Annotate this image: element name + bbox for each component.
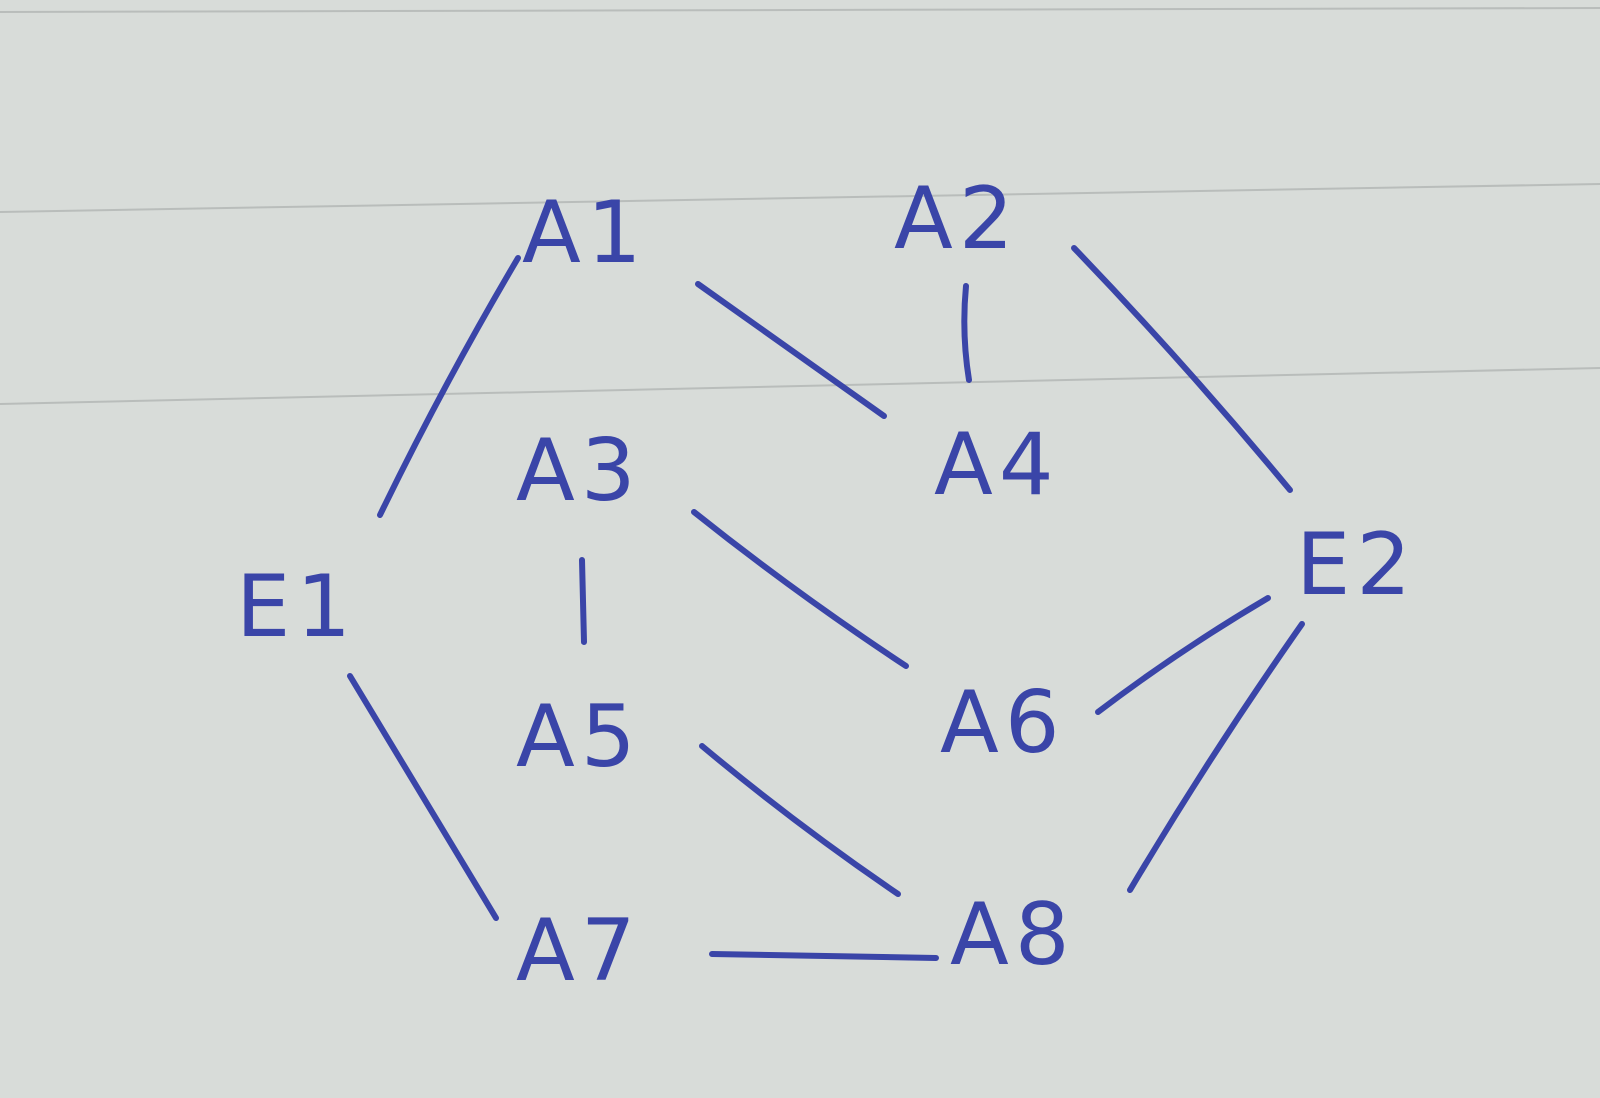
node-a8: A8 [950, 885, 1076, 985]
edge-a2-e2 [1071, 245, 1293, 493]
edge-a3-a5 [579, 557, 587, 645]
paper-rule-line [0, 183, 1600, 213]
node-a6: A6 [940, 673, 1066, 773]
edge-layer [347, 245, 1305, 961]
paper-rule-line [0, 7, 1600, 13]
edge-a1-a4 [695, 281, 887, 419]
node-a4: A4 [934, 415, 1060, 515]
edge-e1-a1 [377, 255, 521, 518]
node-e2: E2 [1296, 515, 1417, 615]
node-layer: A1 A2 A3 A4 E1 E2 A5 A6 A7 A8 [236, 169, 1417, 1001]
node-a3: A3 [516, 421, 642, 521]
node-a1: A1 [522, 183, 648, 283]
edge-e1-a7 [347, 673, 499, 921]
edge-a2-a4 [961, 283, 972, 383]
node-a2: A2 [894, 169, 1020, 269]
paper-rule-line [0, 367, 1600, 405]
node-e1: E1 [236, 557, 357, 657]
edge-a7-a8 [709, 951, 939, 961]
edge-e2-a6 [1095, 595, 1271, 715]
edge-a5-a8 [699, 743, 901, 897]
edge-a3-a6 [691, 509, 909, 669]
edge-e2-a8 [1127, 621, 1305, 893]
node-a7: A7 [516, 901, 642, 1001]
node-a5: A5 [516, 687, 642, 787]
